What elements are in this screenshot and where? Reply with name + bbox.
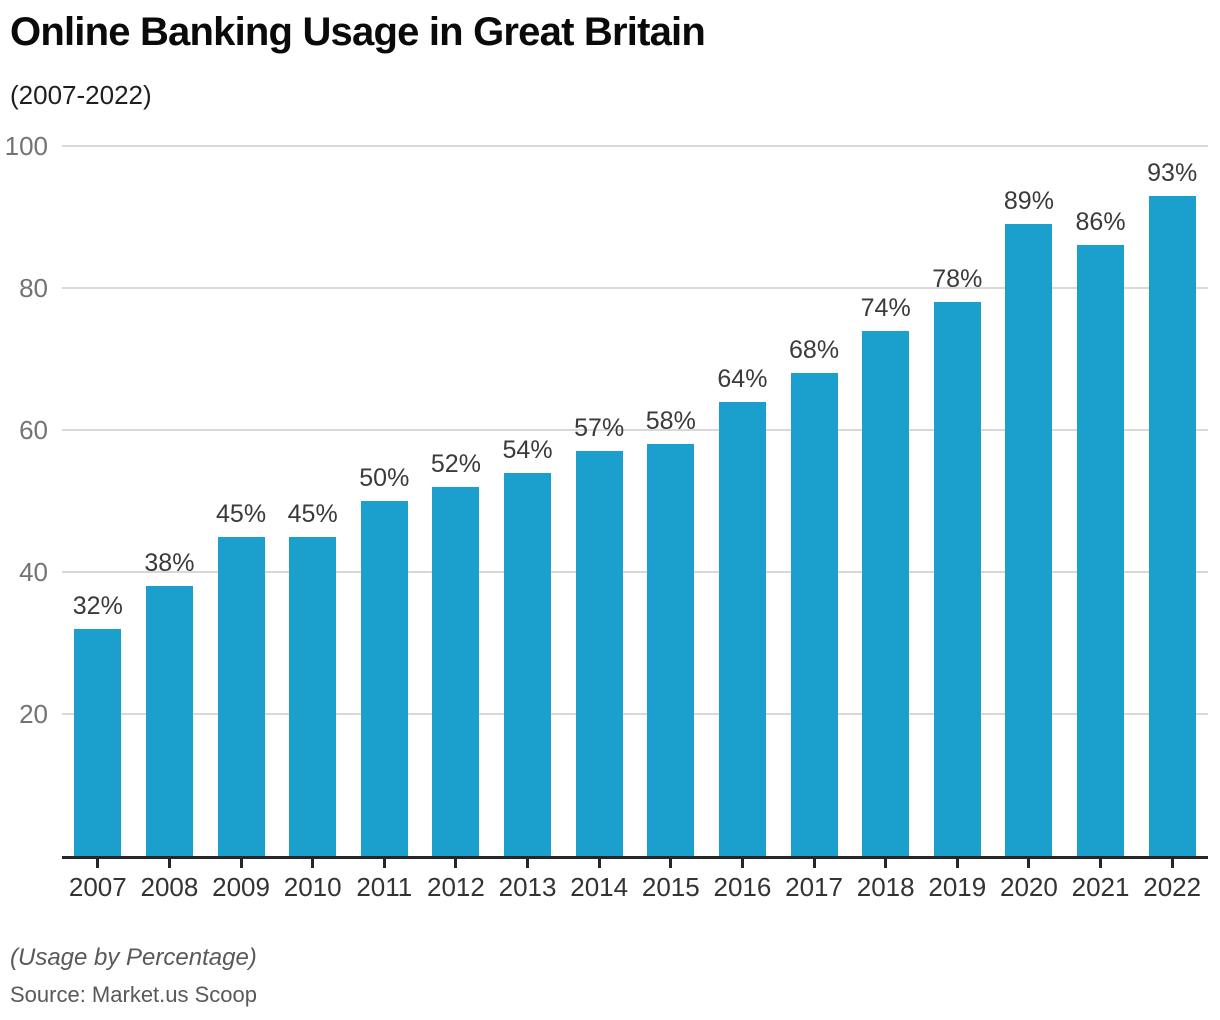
x-axis-tick-label: 2011 — [356, 872, 413, 902]
footer-source: Source: Market.us Scoop — [10, 982, 258, 1007]
bar-value-label: 58% — [645, 407, 696, 436]
x-axis-tick — [884, 859, 888, 868]
x-axis-tick-label: 2008 — [140, 872, 199, 902]
bar-value-label: 64% — [717, 364, 768, 393]
bar — [862, 330, 910, 856]
bar-chart: 20 40 60 80 100 32% 2007 38% 2008 45% 2009 45% 2010 5… — [5, 131, 1208, 902]
x-axis-tick — [382, 859, 386, 868]
bar — [360, 501, 408, 856]
x-axis-tick-label: 2022 — [1143, 872, 1202, 902]
bar-value-label: 93% — [1147, 158, 1198, 187]
x-axis-tick-label: 2012 — [427, 872, 485, 902]
x-axis-tick — [167, 859, 171, 868]
chart-subtitle: (2007-2022) — [10, 80, 152, 110]
bar-value-label: 89% — [1003, 187, 1054, 216]
bar-value-label: 50% — [359, 464, 410, 492]
x-axis-tick-label: 2014 — [570, 872, 629, 902]
x-axis-tick — [812, 859, 816, 868]
bar-value-label: 74% — [860, 293, 911, 322]
y-axis-tick-label: 20 — [19, 699, 48, 729]
bar-value-label: 52% — [430, 449, 481, 478]
x-axis-tick-label: 2018 — [856, 872, 915, 902]
y-axis-tick-label: 40 — [19, 557, 48, 587]
x-axis-tick — [526, 859, 530, 868]
x-axis-tick-label: 2009 — [212, 872, 270, 902]
x-axis-tick — [955, 859, 959, 868]
x-axis-line — [62, 856, 1208, 859]
bar — [1005, 224, 1053, 856]
gridline — [62, 713, 1208, 715]
bar-value-label: 38% — [144, 549, 195, 578]
footer-caption: (Usage by Percentage) — [10, 944, 257, 971]
y-axis-tick-label: 100 — [4, 131, 48, 161]
y-axis-tick-label: 60 — [19, 415, 48, 445]
x-axis-tick-label: 2020 — [1000, 872, 1058, 902]
x-axis-tick — [96, 859, 100, 868]
x-axis-tick-label: 2010 — [283, 872, 342, 902]
bar-value-label: 45% — [216, 499, 267, 528]
bar — [718, 401, 766, 856]
x-axis-tick-label: 2015 — [641, 872, 700, 902]
bar — [933, 302, 981, 856]
x-axis-tick — [597, 859, 601, 868]
x-axis-tick — [1027, 859, 1031, 868]
bar — [790, 373, 838, 856]
x-axis-tick-label: 2016 — [713, 872, 772, 902]
bar — [1077, 245, 1125, 856]
bar-value-label: 57% — [574, 414, 625, 443]
gridline — [62, 287, 1208, 289]
x-axis-tick — [1170, 859, 1174, 868]
x-axis-tick — [454, 859, 458, 868]
bar — [432, 486, 480, 856]
bar — [217, 536, 265, 856]
chart-title: Online Banking Usage in Great Britain — [10, 10, 706, 54]
bar — [289, 536, 337, 856]
x-axis-tick-label: 2021 — [1071, 872, 1130, 902]
bar-value-label: 86% — [1075, 208, 1126, 237]
x-axis-tick — [669, 859, 673, 868]
bar-value-label: 68% — [789, 336, 840, 365]
x-axis-tick-label: 2013 — [498, 872, 557, 902]
bar — [1148, 195, 1196, 856]
bar — [575, 451, 623, 856]
gridline — [62, 571, 1208, 573]
bar-value-label: 78% — [932, 265, 983, 294]
x-axis-tick-label: 2017 — [785, 872, 843, 902]
y-axis-tick-label: 80 — [19, 273, 48, 303]
bar — [504, 472, 552, 856]
bar-value-label: 45% — [287, 499, 338, 528]
bar — [145, 586, 193, 856]
x-axis-tick — [740, 859, 744, 868]
bar — [647, 444, 695, 856]
bar-value-label: 32% — [72, 591, 123, 620]
x-axis-tick — [1099, 859, 1103, 868]
gridline — [62, 429, 1208, 431]
gridline — [62, 145, 1208, 147]
x-axis-tick — [311, 859, 315, 868]
bar — [74, 628, 122, 856]
bar-value-label: 54% — [502, 435, 553, 464]
x-axis-tick-label: 2019 — [928, 872, 987, 902]
x-axis-tick — [239, 859, 243, 868]
x-axis-tick-label: 2007 — [68, 872, 127, 902]
